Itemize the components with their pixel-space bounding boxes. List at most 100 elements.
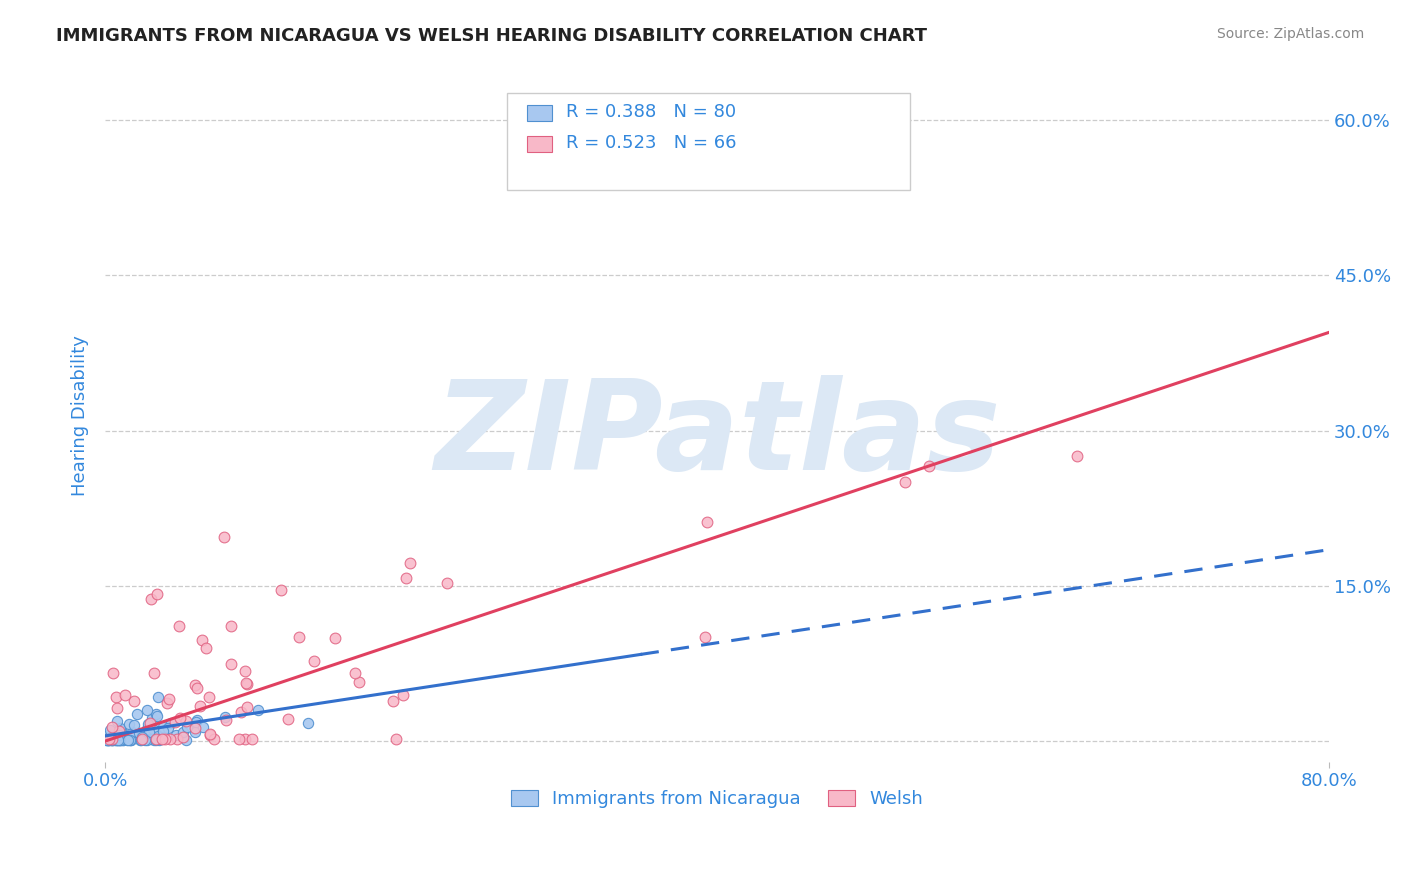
Point (134, 728, 156, 742)
Point (191, 632, 214, 647)
Point (198, 690, 221, 704)
Point (139, 715, 162, 730)
Point (125, 707, 148, 722)
Point (122, 694, 145, 708)
Point (172, 731, 194, 745)
Point (214, 713, 236, 727)
Point (228, 731, 250, 746)
Point (105, 690, 128, 704)
Point (146, 709, 169, 723)
Point (695, 631, 717, 645)
Point (145, 731, 167, 746)
Point (107, 724, 129, 739)
Point (184, 721, 207, 735)
Point (236, 699, 259, 714)
Point (236, 676, 259, 690)
Point (302, 654, 325, 668)
FancyBboxPatch shape (506, 93, 911, 190)
Point (120, 733, 142, 747)
Point (918, 459, 941, 474)
Point (191, 720, 214, 734)
Point (152, 720, 174, 734)
Point (138, 725, 160, 739)
Text: Source: ZipAtlas.com: Source: ZipAtlas.com (1216, 27, 1364, 41)
Point (153, 731, 176, 746)
Point (111, 733, 134, 747)
Point (121, 724, 143, 739)
Point (135, 703, 157, 717)
Point (128, 726, 150, 740)
Point (141, 711, 163, 725)
Point (146, 587, 169, 601)
Point (101, 731, 124, 746)
Point (96, 733, 118, 747)
FancyBboxPatch shape (527, 136, 551, 152)
Point (186, 713, 208, 727)
Point (97, 733, 120, 747)
Point (108, 733, 131, 747)
Point (398, 556, 420, 570)
Point (118, 733, 141, 747)
Point (136, 717, 159, 731)
Point (129, 733, 152, 747)
Point (392, 688, 415, 702)
Point (219, 657, 242, 671)
Text: ZIPatlas: ZIPatlas (434, 376, 1000, 497)
Point (323, 631, 346, 645)
Point (202, 731, 225, 746)
Point (105, 732, 128, 747)
Point (1066, 450, 1088, 464)
Point (141, 732, 163, 747)
Point (108, 728, 131, 742)
Point (97, 728, 120, 742)
Point (186, 714, 208, 729)
Point (105, 733, 128, 747)
Point (141, 592, 163, 607)
Point (297, 716, 319, 731)
Point (100, 733, 122, 747)
Point (111, 733, 134, 747)
Point (176, 720, 198, 734)
Point (107, 733, 129, 747)
Point (128, 733, 150, 747)
Point (118, 717, 141, 731)
Point (235, 675, 257, 690)
Point (131, 731, 153, 745)
Point (103, 733, 125, 747)
Point (381, 693, 404, 707)
Point (214, 710, 236, 724)
Point (166, 731, 188, 746)
Point (160, 715, 183, 730)
Point (198, 727, 221, 741)
Point (94, 733, 117, 747)
Point (100, 733, 122, 747)
Point (145, 706, 167, 721)
Point (122, 717, 145, 731)
Point (157, 722, 180, 736)
Point (110, 733, 132, 747)
Point (174, 714, 197, 729)
Point (114, 689, 136, 703)
Point (104, 728, 127, 742)
Point (103, 730, 125, 744)
Point (107, 714, 129, 728)
Point (110, 723, 132, 737)
Point (134, 733, 156, 747)
Point (97, 733, 120, 747)
Point (893, 475, 915, 489)
Text: R = 0.523   N = 66: R = 0.523 N = 66 (567, 135, 737, 153)
Point (107, 733, 129, 747)
Point (167, 619, 190, 633)
Point (131, 731, 153, 746)
Point (165, 728, 187, 742)
Point (97, 733, 120, 747)
Point (107, 733, 129, 747)
Point (97, 731, 120, 746)
Point (96, 733, 118, 747)
Point (188, 699, 211, 714)
Point (233, 731, 256, 746)
Point (270, 582, 292, 597)
Point (108, 722, 131, 736)
Point (110, 733, 132, 747)
Text: R = 0.388   N = 80: R = 0.388 N = 80 (567, 103, 737, 121)
